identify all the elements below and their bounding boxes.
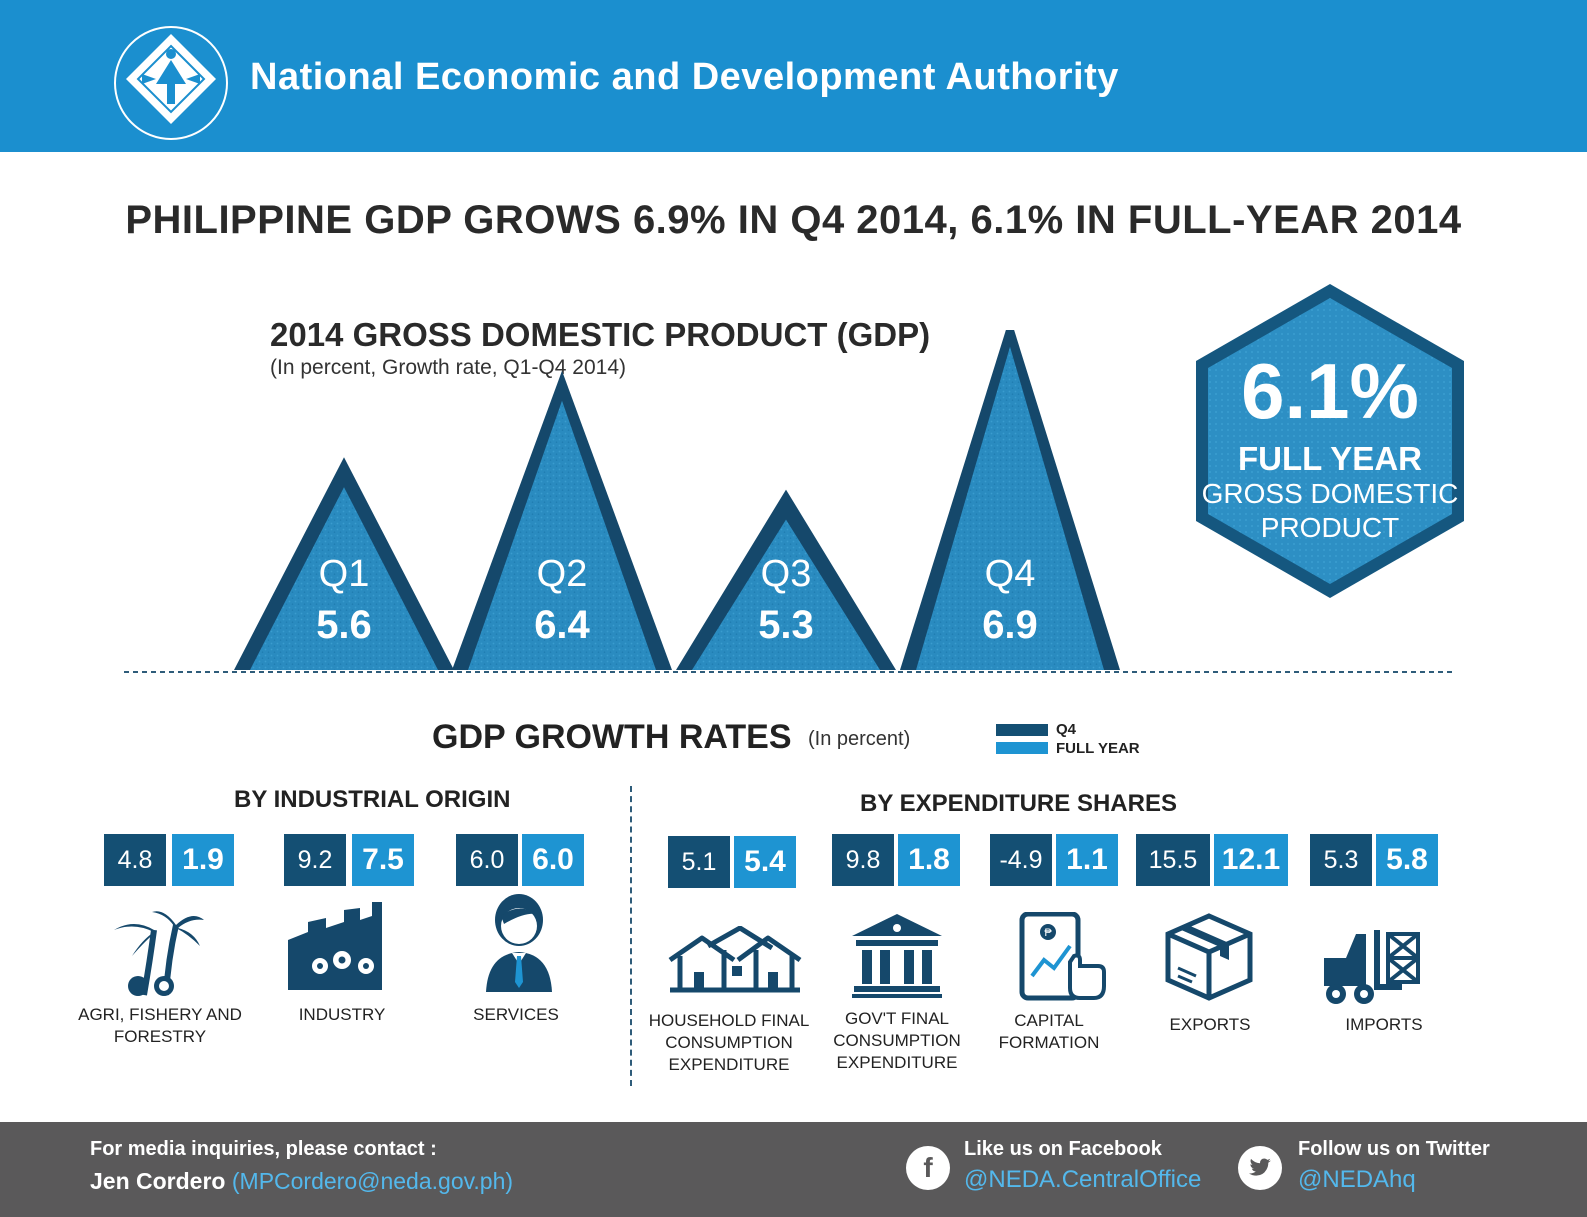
legend-full-year-label: FULL YEAR <box>1056 740 1140 757</box>
legend-q4-label: Q4 <box>1056 721 1077 738</box>
expenditure-shares-title: BY EXPENDITURE SHARES <box>860 790 1177 817</box>
services-label: SERVICES <box>473 1005 559 1024</box>
quarter-label-q3: Q3 <box>761 553 812 595</box>
exports-full-year-value: 12.1 <box>1214 834 1288 886</box>
palm-trees-icon <box>114 911 204 996</box>
exports-label: EXPORTS <box>1169 1015 1251 1034</box>
twitter-label: Follow us on Twitter <box>1298 1138 1490 1160</box>
quarter-value-q1: 5.6 <box>316 603 372 647</box>
exports-q4-value: 15.5 <box>1136 834 1210 886</box>
agri-label: AGRI, FISHERY AND FORESTRY <box>78 1005 242 1046</box>
imports-label: IMPORTS <box>1345 1015 1423 1034</box>
quarter-label-q4: Q4 <box>985 553 1036 595</box>
chart-title: 2014 GROSS DOMESTIC PRODUCT (GDP) <box>270 316 931 353</box>
industry-q4-value: 9.2 <box>284 834 346 886</box>
agency-name: National Economic and Development Author… <box>250 56 1119 98</box>
full-year-hexagon <box>1196 284 1464 598</box>
neda-logo-icon <box>114 26 228 140</box>
government-full-year-value: 1.8 <box>898 834 960 886</box>
facebook-icon[interactable]: f <box>906 1146 950 1190</box>
box-icon <box>1165 913 1253 1001</box>
businessman-icon <box>486 894 552 992</box>
facebook-label: Like us on Facebook <box>964 1138 1162 1160</box>
imports-full-year-value: 5.8 <box>1376 834 1438 886</box>
quarter-label-q1: Q1 <box>319 553 370 595</box>
growth-rates-title: GDP GROWTH RATES <box>432 718 792 756</box>
quarter-value-q3: 5.3 <box>758 603 814 647</box>
household-q4-value: 5.1 <box>668 836 730 888</box>
quarterly-gdp-chart: Q1 5.6 Q2 6.4 Q3 5.3 Q4 6.9 <box>124 330 1452 673</box>
full-year-label-3: PRODUCT <box>1260 512 1400 543</box>
chart-subtitle: (In percent, Growth rate, Q1-Q4 2014) <box>270 356 626 379</box>
triangle-fill-q4 <box>916 346 1104 670</box>
government-building-icon <box>852 914 942 998</box>
quarter-label-q2: Q2 <box>537 553 588 595</box>
imports-q4-value: 5.3 <box>1310 834 1372 886</box>
headline: PHILIPPINE GDP GROWS 6.9% IN Q4 2014, 6.… <box>125 198 1462 242</box>
government-q4-value: 9.8 <box>832 834 894 886</box>
legend-full-year-swatch <box>996 742 1048 754</box>
household-label: HOUSEHOLD FINAL CONSUMPTION EXPENDITURE <box>648 1011 810 1074</box>
quarter-value-q2: 6.4 <box>534 603 590 647</box>
quarter-value-q4: 6.9 <box>982 603 1038 647</box>
twitter-icon[interactable] <box>1238 1146 1282 1190</box>
header-bar: National Economic and Development Author… <box>0 0 1587 152</box>
legend-q4-swatch <box>996 724 1048 736</box>
contact-email-link[interactable]: (MPCordero@neda.gov.ph) <box>231 1168 514 1194</box>
agri-full-year-value: 1.9 <box>172 834 234 886</box>
svg-text:₱: ₱ <box>1044 927 1052 939</box>
twitter-link[interactable]: @NEDAhq <box>1298 1166 1416 1193</box>
agri-q4-value: 4.8 <box>104 834 166 886</box>
media-contact-label: For media inquiries, please contact : <box>90 1138 437 1160</box>
houses-icon <box>668 926 802 993</box>
section-divider <box>630 786 632 1086</box>
household-full-year-value: 5.4 <box>734 836 796 888</box>
government-label: GOV'T FINAL CONSUMPTION EXPENDITURE <box>833 1009 961 1072</box>
contact-name: Jen Cordero <box>90 1168 226 1194</box>
forklift-icon <box>1324 930 1420 1004</box>
factory-icon <box>288 902 382 990</box>
industrial-origin-title: BY INDUSTRIAL ORIGIN <box>234 786 511 813</box>
full-year-value: 6.1% <box>1241 347 1419 435</box>
media-contact: Jen Cordero (MPCordero@neda.gov.ph) <box>90 1168 513 1195</box>
capital-label: CAPITAL FORMATION <box>998 1011 1100 1052</box>
industry-label: INDUSTRY <box>298 1005 386 1024</box>
full-year-label-2: GROSS DOMESTIC <box>1201 478 1459 509</box>
triangle-fill-q2 <box>468 400 656 670</box>
industry-full-year-value: 7.5 <box>352 834 414 886</box>
capital-full-year-value: 1.1 <box>1056 834 1118 886</box>
triangle-fill-q1 <box>250 487 438 670</box>
tablet-chart-icon: ₱ <box>1019 912 1106 1001</box>
triangle-fill-q3 <box>692 519 880 670</box>
growth-rates-unit: (In percent) <box>808 728 911 750</box>
facebook-link[interactable]: @NEDA.CentralOffice <box>964 1166 1202 1193</box>
services-q4-value: 6.0 <box>456 834 518 886</box>
capital-q4-value: -4.9 <box>990 834 1052 886</box>
full-year-label: FULL YEAR <box>1238 440 1422 477</box>
services-full-year-value: 6.0 <box>522 834 584 886</box>
footer-bar: For media inquiries, please contact : Je… <box>0 1122 1587 1217</box>
